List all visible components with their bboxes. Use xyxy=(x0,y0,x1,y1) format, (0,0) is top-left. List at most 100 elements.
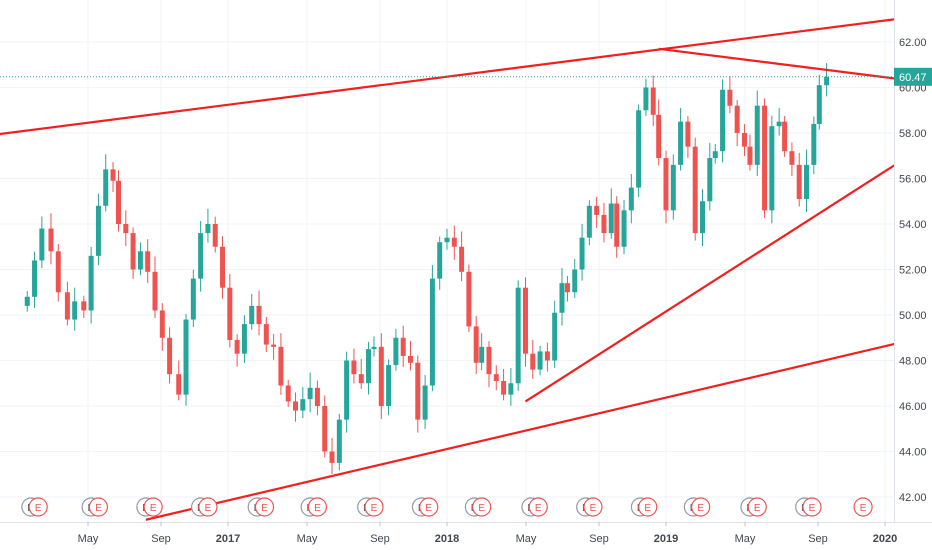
candle-body xyxy=(678,121,684,165)
candle-body xyxy=(393,337,399,366)
candle-body xyxy=(167,337,173,375)
candle-body xyxy=(579,237,585,270)
earnings-event-marker[interactable]: E xyxy=(802,497,822,517)
candle-body xyxy=(198,233,204,279)
time-tick-label: May xyxy=(297,533,318,545)
candle-body xyxy=(552,312,558,361)
earnings-event-marker[interactable]: E xyxy=(88,497,109,517)
candle-body xyxy=(378,346,384,406)
candle-body xyxy=(371,346,377,350)
candle-body xyxy=(811,123,817,165)
price-axis[interactable]: 42.00 44.00 46.00 48.00 50.00 52.00 54.00 56.00… xyxy=(894,0,932,522)
candle-body xyxy=(544,351,550,361)
candle-body xyxy=(285,385,291,402)
event-letter: E xyxy=(371,503,378,514)
event-circle xyxy=(364,497,384,517)
candle-body xyxy=(110,169,116,181)
time-tick-label: 2017 xyxy=(216,533,240,545)
candle-body xyxy=(408,355,413,363)
event-circle xyxy=(254,497,275,517)
event-letter: E xyxy=(860,503,867,514)
price-tick-label: 56.00 xyxy=(899,174,927,186)
earnings-event-marker[interactable]: E xyxy=(364,497,384,517)
earnings-event-marker[interactable]: E xyxy=(638,497,658,517)
candle-body xyxy=(176,374,182,395)
candle-body xyxy=(271,344,277,347)
candle-body xyxy=(459,246,465,272)
candle-body xyxy=(422,385,428,420)
event-letter: E xyxy=(535,503,542,514)
candle-body xyxy=(486,346,492,375)
earnings-event-marker[interactable]: E xyxy=(691,497,711,517)
candle-body xyxy=(88,255,94,311)
candle-body xyxy=(336,419,342,463)
earnings-event-marker[interactable]: E xyxy=(198,497,218,517)
candle-body xyxy=(220,246,226,288)
candle-body xyxy=(366,349,372,384)
candle-body xyxy=(293,401,299,411)
candle-body xyxy=(816,85,822,124)
earnings-event-marker[interactable]: E xyxy=(472,497,492,517)
price-axis-bg xyxy=(894,0,932,522)
event-circle xyxy=(88,497,109,517)
price-tick-label: 42.00 xyxy=(899,492,927,504)
candle-body xyxy=(479,346,485,363)
candle-body xyxy=(608,203,614,234)
event-letter: E xyxy=(478,503,485,514)
candle-body xyxy=(322,406,328,452)
candle-body xyxy=(601,214,607,234)
candle-body xyxy=(747,146,753,165)
event-letter: E xyxy=(590,503,597,514)
candle-body xyxy=(614,203,620,247)
earnings-event-marker[interactable]: E xyxy=(853,497,873,517)
candle-body xyxy=(508,383,514,395)
earnings-event-marker[interactable]: E xyxy=(419,497,439,517)
candle-body xyxy=(437,242,443,279)
support-line[interactable] xyxy=(524,141,932,403)
candle-body xyxy=(227,287,233,341)
candle-body xyxy=(137,251,143,270)
candle-body xyxy=(256,305,262,325)
price-tick-label: 62.00 xyxy=(899,37,927,49)
candle-body xyxy=(586,205,592,238)
event-letter: E xyxy=(697,503,704,514)
earnings-event-marker[interactable]: E xyxy=(307,497,328,517)
candle-body xyxy=(643,87,649,111)
time-tick-label: May xyxy=(735,533,756,545)
time-tick-label: May xyxy=(516,533,537,545)
earnings-event-marker[interactable]: E xyxy=(28,497,48,517)
event-circle xyxy=(691,497,711,517)
earnings-event-marker[interactable]: E xyxy=(583,497,603,517)
event-markers[interactable]: DEDEDEDEDEDEDEDEDEDEDEDEDEDEDEE xyxy=(21,497,873,517)
earnings-event-marker[interactable]: E xyxy=(143,497,163,517)
lower-channel[interactable] xyxy=(145,334,931,521)
earnings-event-marker[interactable]: E xyxy=(254,497,275,517)
candle-body xyxy=(720,89,726,152)
price-tick-label: 58.00 xyxy=(899,128,927,140)
candle-body xyxy=(386,365,392,406)
event-circle xyxy=(747,497,767,517)
earnings-event-marker[interactable]: E xyxy=(747,497,767,517)
candle-body xyxy=(789,151,795,165)
candle-body xyxy=(159,310,165,338)
candles xyxy=(24,63,830,475)
candle-body xyxy=(530,353,536,370)
upper-channel[interactable] xyxy=(0,13,931,138)
candle-body xyxy=(32,260,38,297)
event-letter: E xyxy=(644,503,651,514)
candle-body xyxy=(636,110,642,188)
candle-body xyxy=(152,271,158,311)
time-tick-label: 2018 xyxy=(435,533,459,545)
event-letter: E xyxy=(35,503,42,514)
candle-body xyxy=(249,305,255,325)
candle-body xyxy=(762,105,768,211)
candle-body xyxy=(656,114,662,159)
earnings-event-marker[interactable]: E xyxy=(528,497,548,517)
candle-body xyxy=(741,133,747,147)
candle-body xyxy=(650,87,656,115)
time-axis[interactable]: May Sep 2017 May Sep 2018 May Sep 2019 May Sep 2020 xyxy=(0,522,932,550)
candle-body xyxy=(24,296,30,306)
event-circle xyxy=(528,497,548,517)
candle-body xyxy=(564,283,570,293)
